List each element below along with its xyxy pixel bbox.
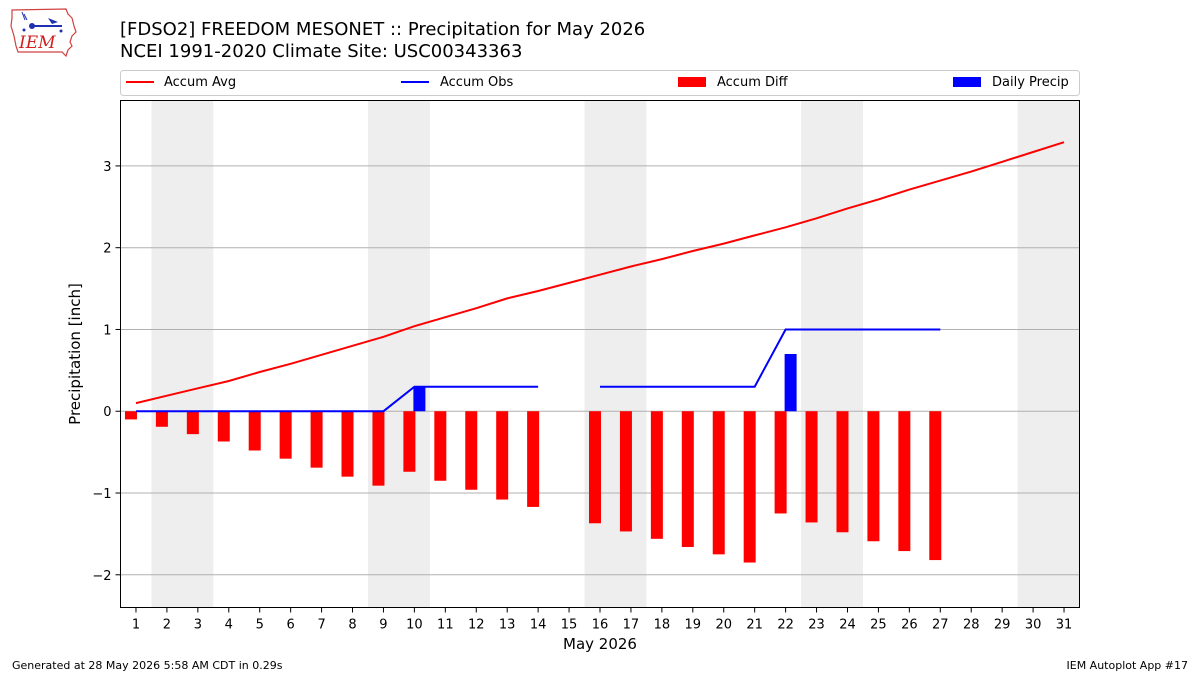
- accum-diff-bar: [898, 411, 911, 552]
- y-axis-ticks: −2 −1 0 1 2 3: [92, 160, 121, 584]
- iem-logo: IEM: [8, 6, 80, 58]
- accum-diff-bar: [465, 411, 478, 490]
- y-tick-label: 3: [103, 160, 111, 175]
- legend-label-accum-avg: Accum Avg: [164, 75, 236, 90]
- y-tick-label: 1: [103, 323, 111, 338]
- daily-precip-bar: [413, 386, 426, 412]
- legend-swatch-accum-diff: [678, 77, 706, 87]
- plot-area: [120, 100, 1080, 608]
- legend: Accum Avg Accum Obs Accum Diff Daily Pre…: [120, 70, 1080, 96]
- accum-diff-bar: [155, 411, 168, 427]
- weekend-shade-band: [367, 100, 430, 608]
- x-tick-label: 29: [994, 618, 1011, 633]
- x-tick-label: 6: [287, 618, 295, 633]
- accum-diff-bar: [403, 411, 416, 472]
- accum-diff-bar: [650, 411, 663, 539]
- accum-diff-bar: [527, 411, 540, 507]
- x-tick-label: 20: [715, 618, 732, 633]
- x-tick-label: 21: [746, 618, 763, 633]
- x-tick-label: 30: [1025, 618, 1042, 633]
- legend-swatch-daily-precip: [953, 77, 981, 87]
- footer-generated-text: Generated at 28 May 2026 5:58 AM CDT in …: [12, 659, 283, 672]
- x-tick-label: 18: [654, 618, 671, 633]
- x-tick-label: 24: [839, 618, 856, 633]
- x-tick-label: 1: [132, 618, 140, 633]
- x-axis-ticks: 1 2 3 4 5 6 7 8 9 10 11 12 13 14 15 16 17 18 19 20 21 22 23 24 2…: [132, 607, 1073, 633]
- accum-diff-bar: [217, 411, 230, 442]
- accum-diff-bar: [774, 411, 787, 514]
- accum-diff-bar: [186, 411, 199, 435]
- accum-diff-bar: [743, 411, 756, 563]
- x-tick-label: 25: [870, 618, 887, 633]
- x-tick-label: 5: [256, 618, 264, 633]
- x-tick-label: 7: [317, 618, 325, 633]
- y-tick-label: −1: [92, 487, 111, 502]
- iowa-map-logo-icon: IEM: [10, 8, 77, 58]
- footer-app-text: IEM Autoplot App #17: [1066, 659, 1189, 672]
- x-tick-label: 14: [530, 618, 547, 633]
- weekend-shading: [151, 100, 1080, 608]
- accum-diff-bar: [248, 411, 261, 451]
- accum-diff-bar: [805, 411, 818, 523]
- x-axis-label: May 2026: [563, 635, 637, 653]
- x-tick-label: 9: [379, 618, 387, 633]
- x-tick-label: 22: [777, 618, 794, 633]
- bars: [124, 354, 942, 563]
- legend-label-accum-obs: Accum Obs: [440, 75, 513, 90]
- legend-frame: [120, 70, 1080, 96]
- x-tick-label: 17: [623, 618, 640, 633]
- accum-diff-bar: [589, 411, 601, 524]
- accum-diff-bar: [279, 411, 292, 459]
- weekend-shade-band: [1017, 100, 1080, 608]
- accum-diff-bar: [496, 411, 509, 500]
- accum-diff-bar: [434, 411, 447, 481]
- x-tick-label: 11: [437, 618, 454, 633]
- accum-avg-line: [135, 141, 1065, 405]
- y-axis-label: Precipitation [inch]: [66, 283, 84, 425]
- accum-diff-bar: [929, 411, 942, 561]
- x-tick-label: 8: [348, 618, 356, 633]
- accum-diff-bar: [867, 411, 880, 542]
- x-tick-label: 13: [499, 618, 516, 633]
- chart-title: [FDSO2] FREEDOM MESONET :: Precipitation…: [120, 19, 645, 40]
- x-tick-label: 4: [225, 618, 233, 633]
- x-tick-label: 31: [1056, 618, 1073, 633]
- series-lines: [135, 141, 1065, 413]
- x-tick-label: 2: [163, 618, 171, 633]
- accum-diff-bar: [681, 411, 694, 547]
- y-tick-label: −2: [92, 569, 111, 584]
- x-tick-label: 15: [561, 618, 578, 633]
- accum-diff-bar: [310, 411, 323, 468]
- x-tick-label: 10: [406, 618, 423, 633]
- accum-obs-line: [136, 385, 539, 413]
- accum-diff-bar: [836, 411, 849, 533]
- x-tick-label: 26: [901, 618, 918, 633]
- daily-precip-bar: [784, 354, 797, 412]
- x-tick-label: 3: [194, 618, 202, 633]
- legend-label-daily-precip: Daily Precip: [992, 75, 1069, 90]
- accum-diff-bar: [712, 411, 725, 555]
- accum-diff-bar: [124, 411, 137, 420]
- y-tick-label: 2: [103, 242, 111, 257]
- x-tick-label: 27: [932, 618, 949, 633]
- x-tick-label: 19: [685, 618, 702, 633]
- x-tick-label: 12: [468, 618, 485, 633]
- chart-subtitle: NCEI 1991-2020 Climate Site: USC00343363: [120, 41, 522, 62]
- weekend-shade-band: [584, 100, 647, 608]
- accum-diff-bar: [341, 411, 354, 477]
- accum-diff-bar: [372, 411, 385, 486]
- accum-diff-bar: [619, 411, 632, 532]
- accum-obs-line: [600, 328, 941, 388]
- weekend-shade-band: [801, 100, 863, 608]
- x-tick-label: 23: [808, 618, 825, 633]
- x-tick-label: 16: [592, 618, 609, 633]
- x-tick-label: 28: [963, 618, 980, 633]
- legend-label-accum-diff: Accum Diff: [717, 75, 789, 90]
- y-tick-label: 0: [103, 405, 111, 420]
- weekend-shade-band: [151, 100, 214, 608]
- logo-text: IEM: [18, 33, 56, 53]
